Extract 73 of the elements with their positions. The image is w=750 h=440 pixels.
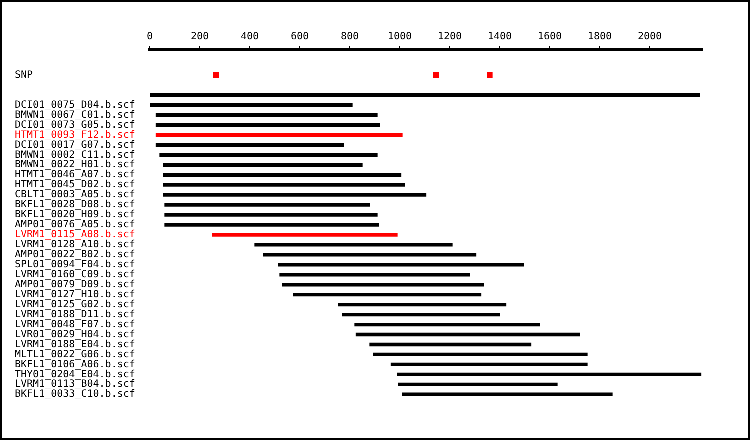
y-tick-label: LVRM1_0113_B04.b.scf <box>15 379 136 390</box>
x-tick-label: 400 <box>240 32 260 43</box>
bar <box>150 93 700 98</box>
y-tick-label: LVRM1_0125_G02.b.scf <box>15 299 136 310</box>
y-tick-label: LVRM1_0128_A10.b.scf <box>15 240 136 251</box>
bar <box>150 103 353 108</box>
y-tick-label: CBLT1_0003_A05.b.scf <box>15 190 136 201</box>
y-tick-label: BKFL1_0106_A06.b.scf <box>15 359 136 370</box>
y-tick-label: LVRM1_0127_H10.b.scf <box>15 289 136 300</box>
y-tick-label: BKFL1_0033_C10.b.scf <box>15 389 136 400</box>
y-tick-label: LVR01_0029_H04.b.scf <box>15 329 136 340</box>
bar <box>263 253 477 257</box>
bar <box>164 203 370 207</box>
x-tick-label: 1000 <box>388 32 412 43</box>
bar <box>212 233 398 237</box>
bar <box>156 133 403 138</box>
bar <box>398 382 558 386</box>
y-tick-label: LVRM1_0160_C09.b.scf <box>15 269 136 280</box>
x-tick-label: 1200 <box>438 32 462 43</box>
bar <box>156 113 378 118</box>
y-tick-label: HTMT1_0046_A07.b.scf <box>15 170 136 181</box>
bar <box>163 193 427 197</box>
y-tick-label: AMP01_0076_A05.b.scf <box>15 220 136 231</box>
bar <box>163 183 406 187</box>
bar <box>164 213 378 217</box>
y-tick-label: LVRM1_0115_A08.b.scf <box>15 230 136 241</box>
x-tick-label: 2000 <box>638 32 662 43</box>
bar <box>370 342 532 347</box>
bar <box>282 283 484 287</box>
bar <box>354 322 540 327</box>
x-tick-label: 1400 <box>488 32 512 43</box>
y-tick-label: SNP <box>15 70 34 81</box>
y-tick-label: LVRM1_0188_E04.b.scf <box>15 339 136 350</box>
bar <box>342 312 500 317</box>
bar <box>373 352 588 357</box>
bar <box>338 303 507 307</box>
bar <box>156 123 380 128</box>
x-tick-label: 800 <box>340 32 360 43</box>
x-tick-label: 1600 <box>538 32 562 43</box>
y-tick-label: BMWN1_0022_H01.b.scf <box>15 160 136 171</box>
bar <box>278 263 524 267</box>
y-tick-label: DCI01_0075_D04.b.scf <box>15 100 136 111</box>
bar <box>280 273 470 277</box>
bar <box>163 163 363 167</box>
bar <box>156 143 344 148</box>
y-tick-label: SPL01_0094_F04.b.scf <box>15 260 136 271</box>
bar <box>293 293 482 297</box>
y-tick-label: AMP01_0022_B02.b.scf <box>15 250 136 261</box>
y-tick-label: BMWN1_0002_C11.b.scf <box>15 150 136 161</box>
x-tick-label: 1800 <box>588 32 612 43</box>
y-tick-label: LVRM1_0048_F07.b.scf <box>15 319 136 330</box>
y-tick-label: THY01_0204_E04.b.scf <box>15 369 136 380</box>
y-tick-label: BKFL1_0028_D08.b.scf <box>15 200 136 211</box>
bar <box>397 372 702 377</box>
y-tick-label: DCI01_0017_G07.b.scf <box>15 140 136 151</box>
x-tick-label: 200 <box>190 32 210 43</box>
y-tick-label: BMWN1_0067_C01.b.scf <box>15 110 136 121</box>
x-tick-label: 0 <box>146 32 154 43</box>
y-tick-label: HTMT1_0045_D02.b.scf <box>15 180 136 191</box>
y-tick-label: LVRM1_0188_D11.b.scf <box>15 309 136 320</box>
bar <box>164 223 380 227</box>
y-tick-label: BKFL1_0020_H09.b.scf <box>15 210 136 221</box>
bar <box>402 392 613 396</box>
x-tick-label: 600 <box>290 32 310 43</box>
bar <box>163 173 402 177</box>
y-tick-label: MLTL1_0022_G06.b.scf <box>15 349 136 360</box>
y-tick-label: HTMT1_0093_F12.b.scf <box>15 130 136 141</box>
bar <box>160 153 378 157</box>
y-tick-label: DCI01_0073_G05.b.scf <box>15 120 136 131</box>
y-tick-label: AMP01_0079_D09.b.scf <box>15 279 136 290</box>
bar <box>254 243 453 247</box>
bar <box>356 332 580 337</box>
bar <box>390 362 588 367</box>
